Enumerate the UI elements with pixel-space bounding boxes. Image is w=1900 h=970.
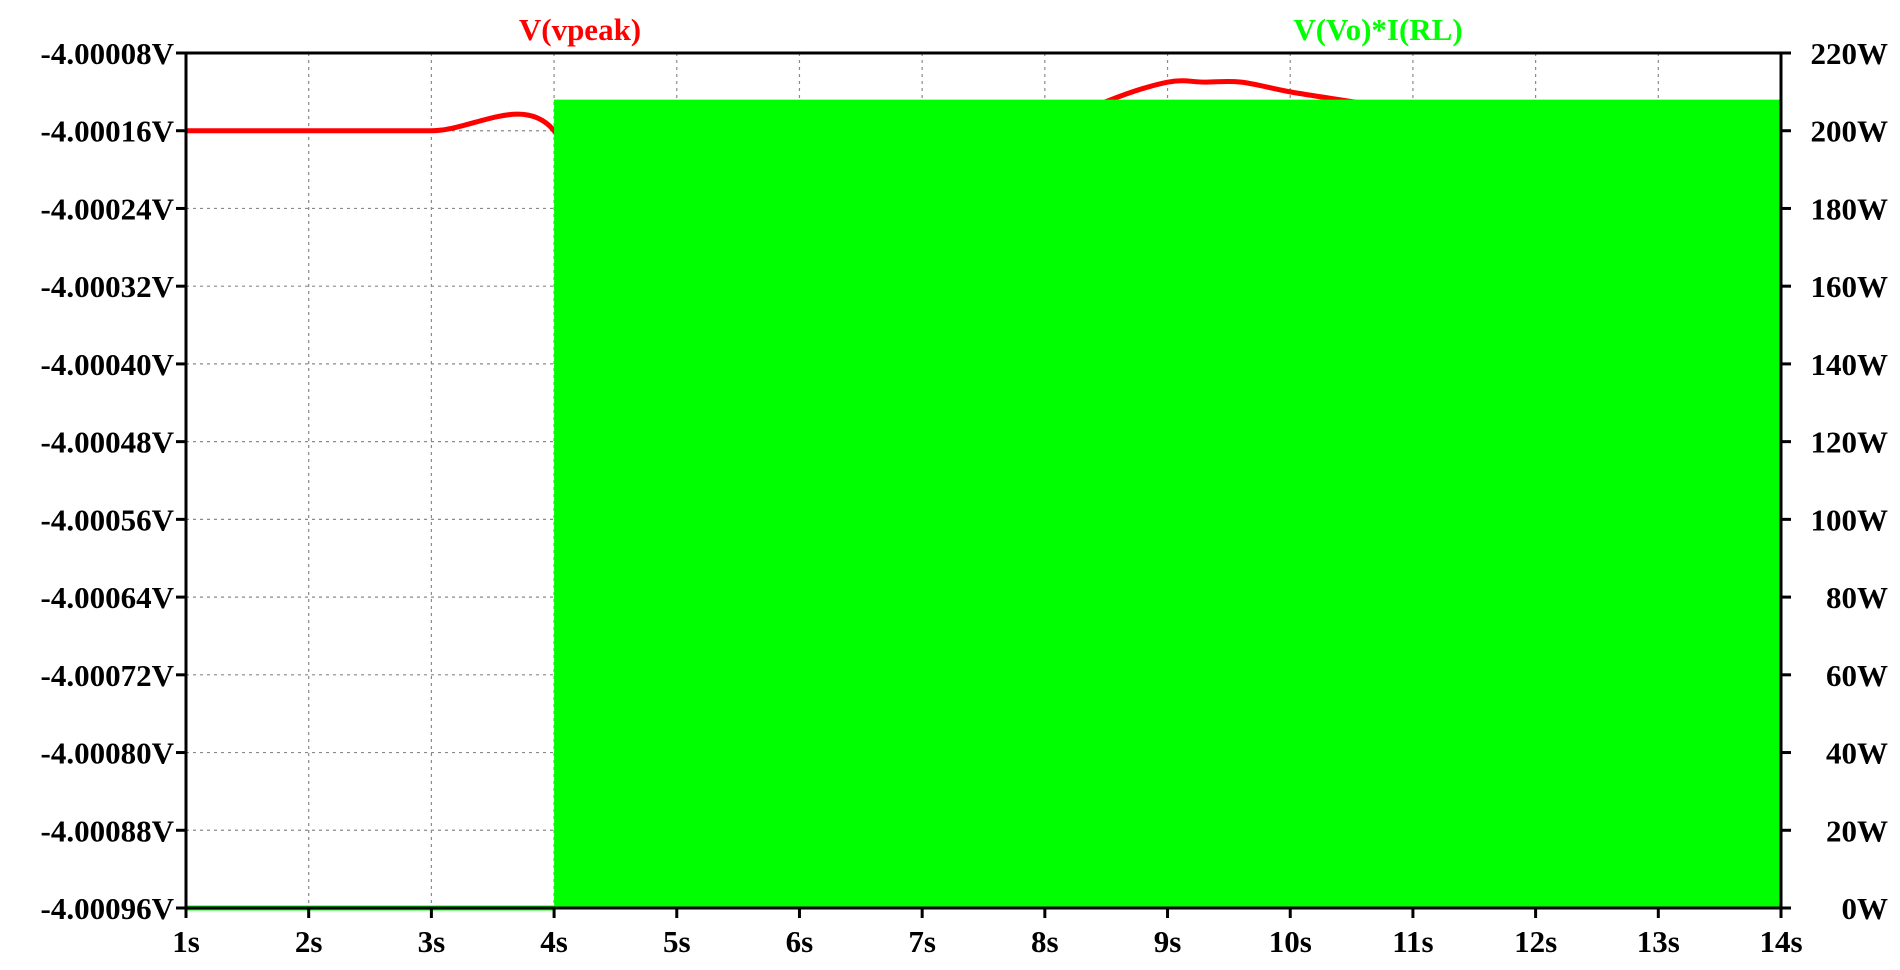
y-right-tick-label: 200W (1811, 114, 1889, 149)
y-right-tick-label: 40W (1826, 736, 1888, 771)
series-layer (186, 78, 1782, 911)
y-right-tick-label: 20W (1826, 813, 1888, 848)
x-tick-label: 5s (663, 924, 691, 959)
power-trace-fill (554, 99, 1781, 909)
x-tick-label: 12s (1514, 924, 1557, 959)
x-tick-label: 8s (1031, 924, 1059, 959)
x-tick-label: 3s (418, 924, 446, 959)
y-right-tick-label: 160W (1811, 269, 1889, 304)
x-tick-label: 6s (786, 924, 814, 959)
x-tick-label: 11s (1392, 924, 1433, 959)
axes (176, 51, 1791, 918)
y-left-tick-label: -4.00064V (41, 580, 175, 615)
y-left-tick-label: -4.00032V (41, 269, 175, 304)
y-right-tick-label: 0W (1842, 891, 1889, 926)
x-tick-label: 7s (908, 924, 936, 959)
y-left-tick-label: -4.00056V (41, 502, 175, 537)
y-left-tick-label: -4.00040V (41, 347, 175, 382)
x-tick-label: 10s (1269, 924, 1312, 959)
series-title-vpeak: V(vpeak) (519, 12, 641, 47)
x-tick-label: 14s (1759, 924, 1802, 959)
y-left-tick-label: -4.00048V (41, 425, 175, 460)
series-title-power: V(Vo)*I(RL) (1293, 12, 1462, 47)
y-right-tick-label: 80W (1826, 580, 1888, 615)
series-titles: V(vpeak) V(Vo)*I(RL) (519, 12, 1463, 47)
tick-labels: 1s 2s 3s 4s 5s 6s 7s 8s 9s 10s 11s 12s 13s 14s -4.0000… (41, 36, 1888, 959)
plot-frame (184, 51, 1783, 910)
y-left-tick-label: -4.00024V (41, 191, 175, 226)
y-left-tick-label: -4.00072V (41, 658, 175, 693)
y-right-tick-label: 60W (1826, 658, 1888, 693)
x-tick-label: 4s (540, 924, 568, 959)
y-right-tick-label: 220W (1811, 36, 1889, 71)
y-left-tick-label: -4.00016V (41, 114, 175, 149)
y-right-tick-label: 120W (1811, 425, 1889, 460)
y-left-tick-label: -4.00096V (41, 891, 175, 926)
y-left-tick-label: -4.00008V (41, 36, 175, 71)
x-tick-label: 13s (1637, 924, 1680, 959)
y-right-tick-label: 140W (1811, 347, 1889, 382)
y-left-tick-label: -4.00088V (41, 813, 175, 848)
x-tick-label: 9s (1154, 924, 1182, 959)
y-left-tick-label: -4.00080V (41, 736, 175, 771)
y-right-tick-label: 180W (1811, 191, 1889, 226)
y-right-tick-label: 100W (1811, 502, 1889, 537)
x-tick-label: 1s (172, 924, 200, 959)
x-tick-label: 2s (295, 924, 323, 959)
